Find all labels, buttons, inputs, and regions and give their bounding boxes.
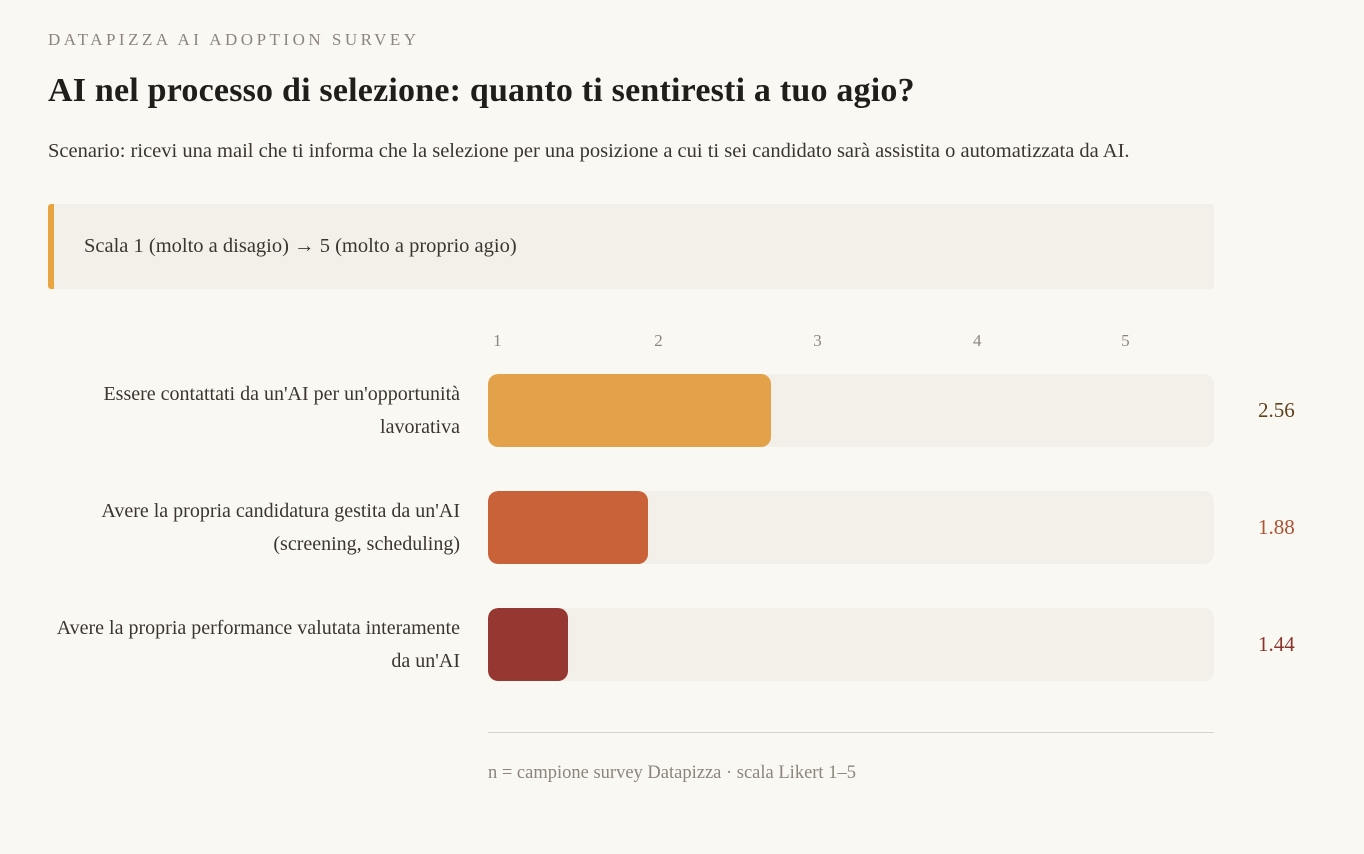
x-tick: 5 xyxy=(1121,331,1130,350)
bar-track xyxy=(488,491,1214,564)
x-axis-row: 1 2 3 4 5 xyxy=(48,331,1364,357)
chart-row: Avere la propria performance valutata in… xyxy=(48,608,1364,681)
bar-track xyxy=(488,374,1214,447)
bar xyxy=(488,608,568,681)
chart-row: Avere la propria candidatura gestita da … xyxy=(48,491,1364,564)
chart-footer-row: n = campione survey Datapizza · scala Li… xyxy=(48,725,1364,784)
value-label: 2.56 xyxy=(1258,398,1295,422)
x-tick: 4 xyxy=(972,331,982,350)
bar-track xyxy=(488,608,1214,681)
chart-row: Essere contattati da un'AI per un'opport… xyxy=(48,374,1364,447)
category-label: Essere contattati da un'AI per un'opport… xyxy=(103,382,460,438)
chart-footnote: n = campione survey Datapizza · scala Li… xyxy=(488,763,856,783)
scenario-subtitle: Scenario: ricevi una mail che ti informa… xyxy=(48,140,1130,162)
x-tick: 1 xyxy=(493,331,502,350)
value-label: 1.88 xyxy=(1258,515,1295,539)
x-tick: 3 xyxy=(813,331,822,350)
survey-eyebrow: DATAPIZZA AI ADOPTION SURVEY xyxy=(48,30,420,49)
category-label: Avere la propria candidatura gestita da … xyxy=(101,499,460,555)
bar xyxy=(488,491,648,564)
x-axis: 1 2 3 4 5 xyxy=(488,331,1214,357)
scale-callout-text: Scala 1 (molto a disagio) → 5 (molto a p… xyxy=(84,235,517,257)
survey-chart-page: DATAPIZZA AI ADOPTION SURVEY AI nel proc… xyxy=(48,30,1364,784)
likert-bar-chart: 1 2 3 4 5 Essere contattati da un'AI per un'… xyxy=(48,331,1364,784)
x-tick: 2 xyxy=(654,331,663,350)
chart-rows: Essere contattati da un'AI per un'opport… xyxy=(48,374,1364,681)
value-label: 1.44 xyxy=(1258,632,1295,656)
bar xyxy=(488,374,772,447)
axis-divider xyxy=(488,732,1214,733)
scale-callout: Scala 1 (molto a disagio) → 5 (molto a p… xyxy=(48,204,1214,289)
category-label: Avere la propria performance valutata in… xyxy=(56,616,460,672)
page-title: AI nel processo di selezione: quanto ti … xyxy=(48,72,915,109)
